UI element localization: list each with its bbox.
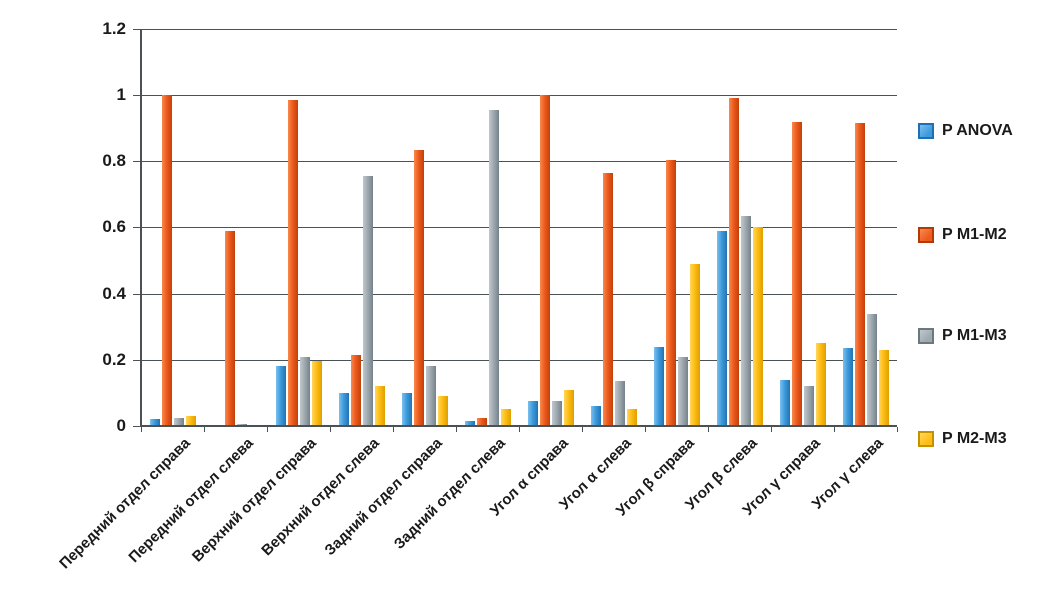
y-axis-tick (133, 426, 141, 427)
bar-p-m1-m3 (741, 216, 751, 426)
legend-item: P M1-M3 (918, 327, 1007, 345)
bar-p-m1-m2 (351, 355, 361, 426)
y-axis-tick (133, 29, 141, 30)
x-axis-line (140, 425, 897, 427)
y-tick-label: 0.8 (102, 151, 126, 170)
bar-p-m1-m3 (174, 418, 184, 426)
bar-p-anova (654, 347, 664, 426)
y-tick-label: 0.6 (102, 217, 126, 236)
legend-label: P M1-M3 (942, 327, 1007, 344)
bar-p-m1-m3 (678, 357, 688, 426)
legend-swatch-p-m1-m2 (918, 227, 934, 243)
bar-p-m1-m3 (363, 176, 373, 426)
y-axis-tick (133, 227, 141, 228)
y-axis-line (140, 29, 142, 427)
legend-label: P M2-M3 (942, 430, 1007, 447)
bar-p-anova (276, 366, 286, 426)
y-tick-label: 0.2 (102, 350, 126, 369)
bar-p-m1-m3 (489, 110, 499, 426)
legend-swatch-p-m2-m3 (918, 431, 934, 447)
x-axis-tick (897, 427, 898, 432)
x-axis-tick (330, 427, 331, 432)
bar-p-anova (780, 380, 790, 426)
bar-p-anova (717, 231, 727, 426)
gridline (141, 294, 897, 295)
y-axis-tick (133, 161, 141, 162)
gridline (141, 227, 897, 228)
bar-p-m2-m3 (375, 386, 385, 426)
y-tick-label: 0 (116, 416, 126, 435)
bar-p-m1-m2 (603, 173, 613, 426)
bar-p-m1-m2 (477, 418, 487, 426)
x-axis-tick (708, 427, 709, 432)
legend-swatch-p-anova (918, 123, 934, 139)
bar-p-m2-m3 (690, 264, 700, 426)
bar-p-m1-m2 (729, 98, 739, 426)
bar-p-m2-m3 (816, 343, 826, 426)
bar-p-m1-m2 (288, 100, 298, 426)
y-tick-label: 1.2 (102, 19, 126, 38)
bar-p-anova (591, 406, 601, 426)
bar-p-m2-m3 (312, 361, 322, 426)
x-axis-tick (645, 427, 646, 432)
bar-p-m2-m3 (501, 409, 511, 426)
x-axis-tick (519, 427, 520, 432)
bar-p-m1-m2 (225, 231, 235, 426)
x-axis-tick (834, 427, 835, 432)
y-tick-label: 1 (116, 85, 126, 104)
x-axis-tick (582, 427, 583, 432)
legend-swatch-p-m1-m3 (918, 328, 934, 344)
bar-p-m1-m3 (552, 401, 562, 426)
legend-item: P M2-M3 (918, 430, 1007, 448)
bar-p-m2-m3 (438, 396, 448, 426)
bar-p-m2-m3 (753, 227, 763, 426)
bar-p-m2-m3 (186, 416, 196, 426)
bar-p-m2-m3 (627, 409, 637, 426)
gridline (141, 161, 897, 162)
legend-item: P ANOVA (918, 122, 1013, 140)
x-axis-tick (141, 427, 142, 432)
bar-p-m1-m2 (162, 95, 172, 426)
bar-p-m1-m3 (300, 357, 310, 426)
bar-p-m1-m2 (540, 95, 550, 426)
x-axis-tick (771, 427, 772, 432)
legend-label: P ANOVA (942, 122, 1013, 139)
bar-p-m1-m2 (414, 150, 424, 426)
y-axis-tick (133, 294, 141, 295)
bar-p-m1-m3 (426, 366, 436, 426)
gridline (141, 95, 897, 96)
y-axis-tick (133, 360, 141, 361)
gridline (141, 29, 897, 30)
bar-p-m1-m2 (666, 160, 676, 426)
bar-p-anova (339, 393, 349, 426)
bar-p-m1-m3 (615, 381, 625, 426)
legend-item: P M1-M2 (918, 226, 1007, 244)
x-axis-tick (393, 427, 394, 432)
bar-p-anova (528, 401, 538, 426)
y-tick-label: 0.4 (102, 284, 126, 303)
bar-p-m2-m3 (564, 390, 574, 426)
bar-p-m1-m3 (867, 314, 877, 426)
bar-p-anova (150, 419, 160, 426)
y-axis-tick (133, 95, 141, 96)
x-axis-tick (204, 427, 205, 432)
bar-p-m1-m2 (855, 123, 865, 426)
bar-p-m1-m3 (804, 386, 814, 426)
bar-p-m1-m2 (792, 122, 802, 426)
x-axis-tick (267, 427, 268, 432)
legend-label: P M1-M2 (942, 226, 1007, 243)
bar-p-m2-m3 (879, 350, 889, 426)
bar-p-anova (465, 421, 475, 426)
bar-p-anova (843, 348, 853, 426)
gridline (141, 360, 897, 361)
bar-p-anova (402, 393, 412, 426)
x-axis-tick (456, 427, 457, 432)
